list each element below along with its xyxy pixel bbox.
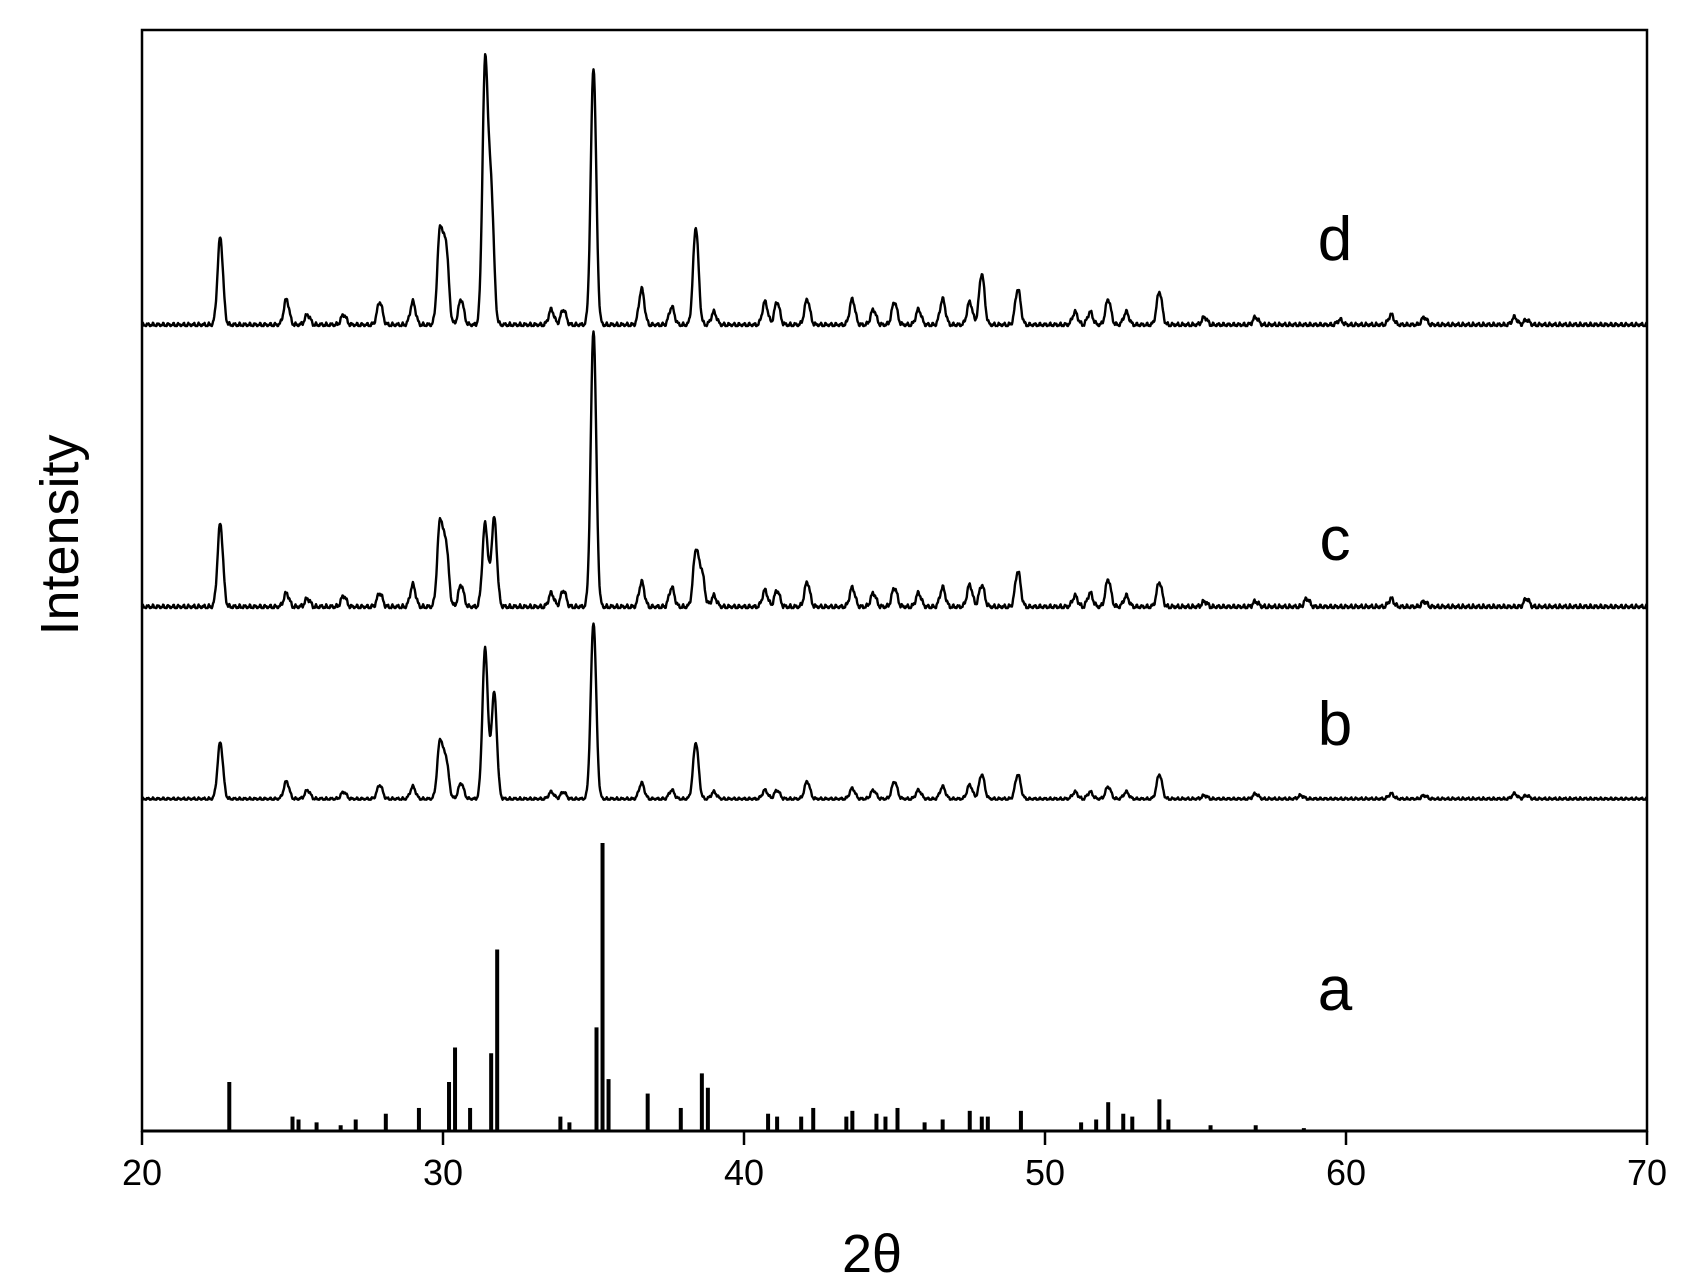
series-b-line — [140, 622, 1649, 801]
x-tick-label: 50 — [1025, 1152, 1065, 1193]
series-d-line — [140, 52, 1649, 328]
plot-frame — [140, 28, 1649, 1133]
x-tick-label: 60 — [1326, 1152, 1366, 1193]
x-tick-label: 30 — [423, 1152, 463, 1193]
series-group — [140, 52, 1649, 1133]
y-axis-label: Intensity — [30, 434, 90, 635]
x-axis-ticks — [140, 1131, 1649, 1145]
series-labels: d c b a — [1318, 205, 1353, 1024]
x-tick-label: 20 — [122, 1152, 162, 1193]
x-tick-label: 70 — [1627, 1152, 1667, 1193]
x-axis-label: 2θ — [842, 1224, 902, 1281]
series-label-c: c — [1320, 505, 1351, 574]
series-label-b: b — [1318, 690, 1352, 759]
series-label-a: a — [1318, 955, 1353, 1024]
series-c-line — [140, 330, 1649, 610]
x-axis-tick-labels: 20 30 40 50 60 70 — [122, 1152, 1667, 1193]
series-label-d: d — [1318, 205, 1352, 274]
x-tick-label: 40 — [724, 1152, 764, 1193]
